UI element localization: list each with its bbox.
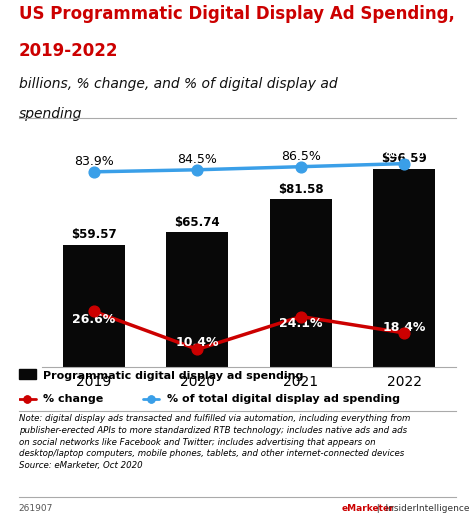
Point (297, 162, 305, 171)
Text: $59.57: $59.57 (71, 228, 117, 242)
Text: Programmatic digital display ad spending: Programmatic digital display ad spending (43, 372, 304, 381)
Point (90, 307, 98, 315)
Text: 86.5%: 86.5% (281, 150, 321, 163)
Point (194, 345, 201, 354)
Point (400, 159, 408, 168)
Text: 26.6%: 26.6% (72, 313, 116, 326)
Text: 84.5%: 84.5% (178, 153, 217, 166)
Text: 2019-2022: 2019-2022 (19, 42, 118, 60)
Bar (63, 245, 125, 367)
Text: Note: digital display ads transacted and fulfilled via automation, including eve: Note: digital display ads transacted and… (19, 414, 410, 470)
Bar (373, 169, 435, 367)
Bar (166, 232, 228, 367)
Text: 10.4%: 10.4% (176, 336, 219, 348)
Point (194, 166, 201, 174)
Text: eMarketer: eMarketer (341, 504, 394, 513)
Point (90, 168, 98, 176)
Text: $65.74: $65.74 (174, 216, 220, 229)
Text: 88.2%: 88.2% (384, 147, 424, 160)
Text: US Programmatic Digital Display Ad Spending,: US Programmatic Digital Display Ad Spend… (19, 5, 454, 23)
FancyBboxPatch shape (19, 369, 36, 379)
Point (400, 329, 408, 337)
Text: $81.58: $81.58 (278, 183, 324, 196)
Text: % change: % change (43, 395, 103, 405)
Text: % of total digital display ad spending: % of total digital display ad spending (167, 395, 400, 405)
Text: $96.59: $96.59 (381, 152, 427, 166)
Text: spending: spending (19, 107, 82, 121)
Bar (270, 199, 332, 367)
Text: |  InsiderIntelligence.com: | InsiderIntelligence.com (371, 504, 470, 513)
Text: 83.9%: 83.9% (74, 155, 114, 168)
Point (297, 312, 305, 321)
Text: billions, % change, and % of digital display ad: billions, % change, and % of digital dis… (19, 77, 337, 91)
Text: 18.4%: 18.4% (383, 321, 426, 334)
Text: 24.1%: 24.1% (279, 317, 322, 330)
Text: 261907: 261907 (19, 504, 53, 513)
